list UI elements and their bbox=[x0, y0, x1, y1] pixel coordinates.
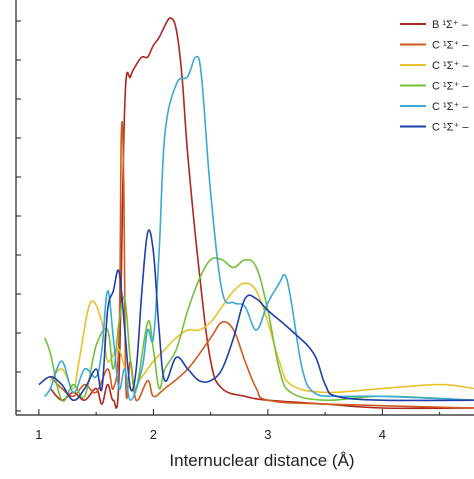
series-line-3 bbox=[49, 282, 474, 394]
legend-label-4: C ¹Σ⁺ – bbox=[432, 81, 469, 93]
x-axis-label: Internuclear distance (Å) bbox=[169, 451, 354, 470]
x-tick-label: 1 bbox=[35, 427, 42, 442]
x-tick-label: 3 bbox=[264, 427, 271, 442]
legend-label-6: C ¹Σ⁺ – bbox=[432, 122, 469, 134]
legend-label-2: C ¹Σ⁺ – bbox=[432, 40, 469, 52]
x-tick-label: 4 bbox=[379, 427, 386, 442]
legend-label-1: B ¹Σ⁺ – bbox=[432, 19, 469, 31]
legend-label-5: C ¹Σ⁺ – bbox=[432, 101, 469, 113]
series-line-6 bbox=[38, 229, 474, 402]
series-line-5 bbox=[43, 55, 474, 401]
axes: 1 2 3 4 bbox=[15, 0, 474, 442]
series-line-1 bbox=[49, 17, 474, 410]
plot-area bbox=[38, 17, 474, 410]
x-tick-label: 2 bbox=[150, 427, 157, 442]
legend-label-3: C ¹Σ⁺ – bbox=[432, 60, 469, 72]
legend: B ¹Σ⁺ – C ¹Σ⁺ – C ¹Σ⁺ – C ¹Σ⁺ – C ¹Σ⁺ – C ¹Σ⁺… bbox=[400, 19, 469, 134]
series-line-4 bbox=[43, 257, 474, 402]
